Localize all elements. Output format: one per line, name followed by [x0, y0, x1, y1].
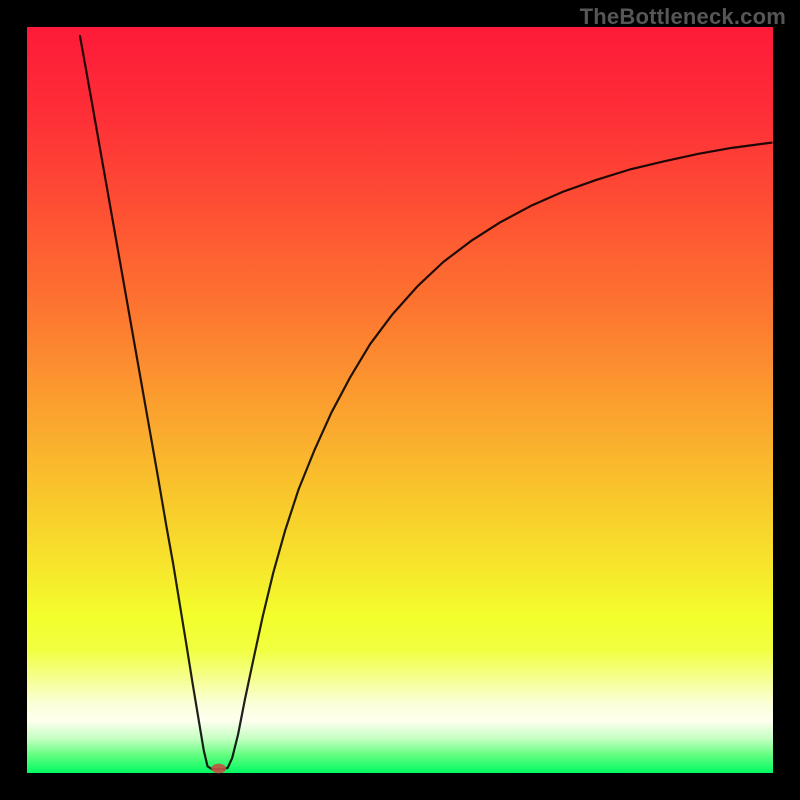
watermark-text: TheBottleneck.com [580, 4, 786, 30]
plot-background [27, 27, 773, 773]
chart-container: TheBottleneck.com [0, 0, 800, 800]
bottleneck-chart [0, 0, 800, 800]
optimum-marker [211, 764, 226, 774]
